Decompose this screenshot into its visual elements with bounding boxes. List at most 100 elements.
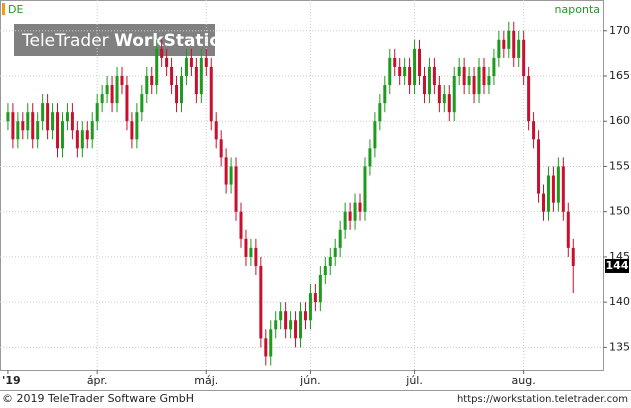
candle-body [179,75,183,104]
candle-body [522,39,526,76]
candle-body [427,66,431,95]
last-price-box [605,258,629,273]
candle-body [373,121,377,149]
plot-frame [0,0,604,371]
watermark-box [14,24,215,56]
candle-body [571,247,575,266]
candle-body [497,39,501,58]
candle-body [299,311,303,339]
candle-body [95,103,99,122]
x-tick-label: jún. [299,374,321,387]
candle-body [125,85,129,122]
candle-body [422,75,426,95]
candle-body [284,311,288,330]
candle-body [115,75,119,104]
candle-body [135,112,139,140]
candle-body [120,75,124,86]
candle-body [551,175,555,203]
candle-body [408,66,412,86]
candle-body [234,166,238,212]
candle-body [46,103,50,131]
candle-body [6,112,10,122]
candle-body [279,311,283,321]
candle-body [36,121,40,140]
candle-body [323,265,327,276]
y-tick-label: 135 [609,340,630,353]
candle-body [313,293,317,303]
candle-body [26,112,30,131]
y-tick-label: 140 [609,295,630,308]
candle-body [338,229,342,248]
candle-body [150,75,154,86]
x-tick-label: '19 [2,374,21,387]
candle-body [249,247,253,257]
candle-body [457,66,461,76]
y-tick-label: 170 [609,24,630,37]
candle-body [308,293,312,321]
candle-body [328,256,332,266]
candle-body [561,166,565,212]
candle-body [175,85,179,104]
candle-body [512,30,516,58]
candle-body [556,166,560,203]
y-tick-label: 165 [609,69,630,82]
candle-body [398,66,402,76]
x-tick-label: máj. [194,374,218,387]
candle-body [56,112,60,149]
candle-body [51,112,55,131]
candle-body [239,211,243,239]
candle-body [472,75,476,95]
candle-body [244,238,248,257]
candle-body [60,121,64,149]
candle-body [388,57,392,86]
candle-body [145,75,149,95]
candle-body [353,202,357,221]
footer-left: © 2019 TeleTrader Software GmbH [2,392,194,405]
candle-body [130,121,134,140]
candle-body [75,130,79,149]
candle-body [482,66,486,86]
candle-body [90,121,94,140]
candle-body [204,57,208,67]
candle-body [413,48,417,86]
candle-body [432,66,436,86]
candle-body [537,139,541,194]
candle-body [140,94,144,113]
candle-body [378,103,382,122]
last-price-label: 144 [606,259,629,272]
candle-body [294,320,298,339]
candle-body [452,75,456,113]
candle-body [546,175,550,212]
x-tick-label: júl. [405,374,423,387]
candle-body [100,94,104,104]
watermark: TeleTrader WorkStation [21,31,233,51]
candle-body [16,121,20,140]
candle-body [492,57,496,76]
candle-body [199,57,203,95]
candle-body [477,66,481,95]
candle-body [517,39,521,58]
x-tick-label: ápr. [87,374,108,387]
y-tick-label: 150 [609,205,630,218]
period: naponta [555,3,600,16]
candle-body [269,329,273,357]
candle-body [418,48,422,76]
x-tick-label: aug. [512,374,536,387]
candle-body [21,121,25,131]
candle-body [80,130,84,149]
candle-body [447,94,451,113]
candle-body [358,202,362,212]
candle-body [363,166,367,212]
candle-body [110,85,114,104]
candle-body [254,247,258,266]
candle-body [333,247,337,257]
symbol-marker [2,3,5,15]
candle-body [70,112,74,131]
candle-body [219,139,223,158]
candle-body [442,94,446,104]
candle-body [264,338,268,357]
candle-body [487,75,491,86]
y-tick-label: 160 [609,114,630,127]
candle-body [289,320,293,330]
